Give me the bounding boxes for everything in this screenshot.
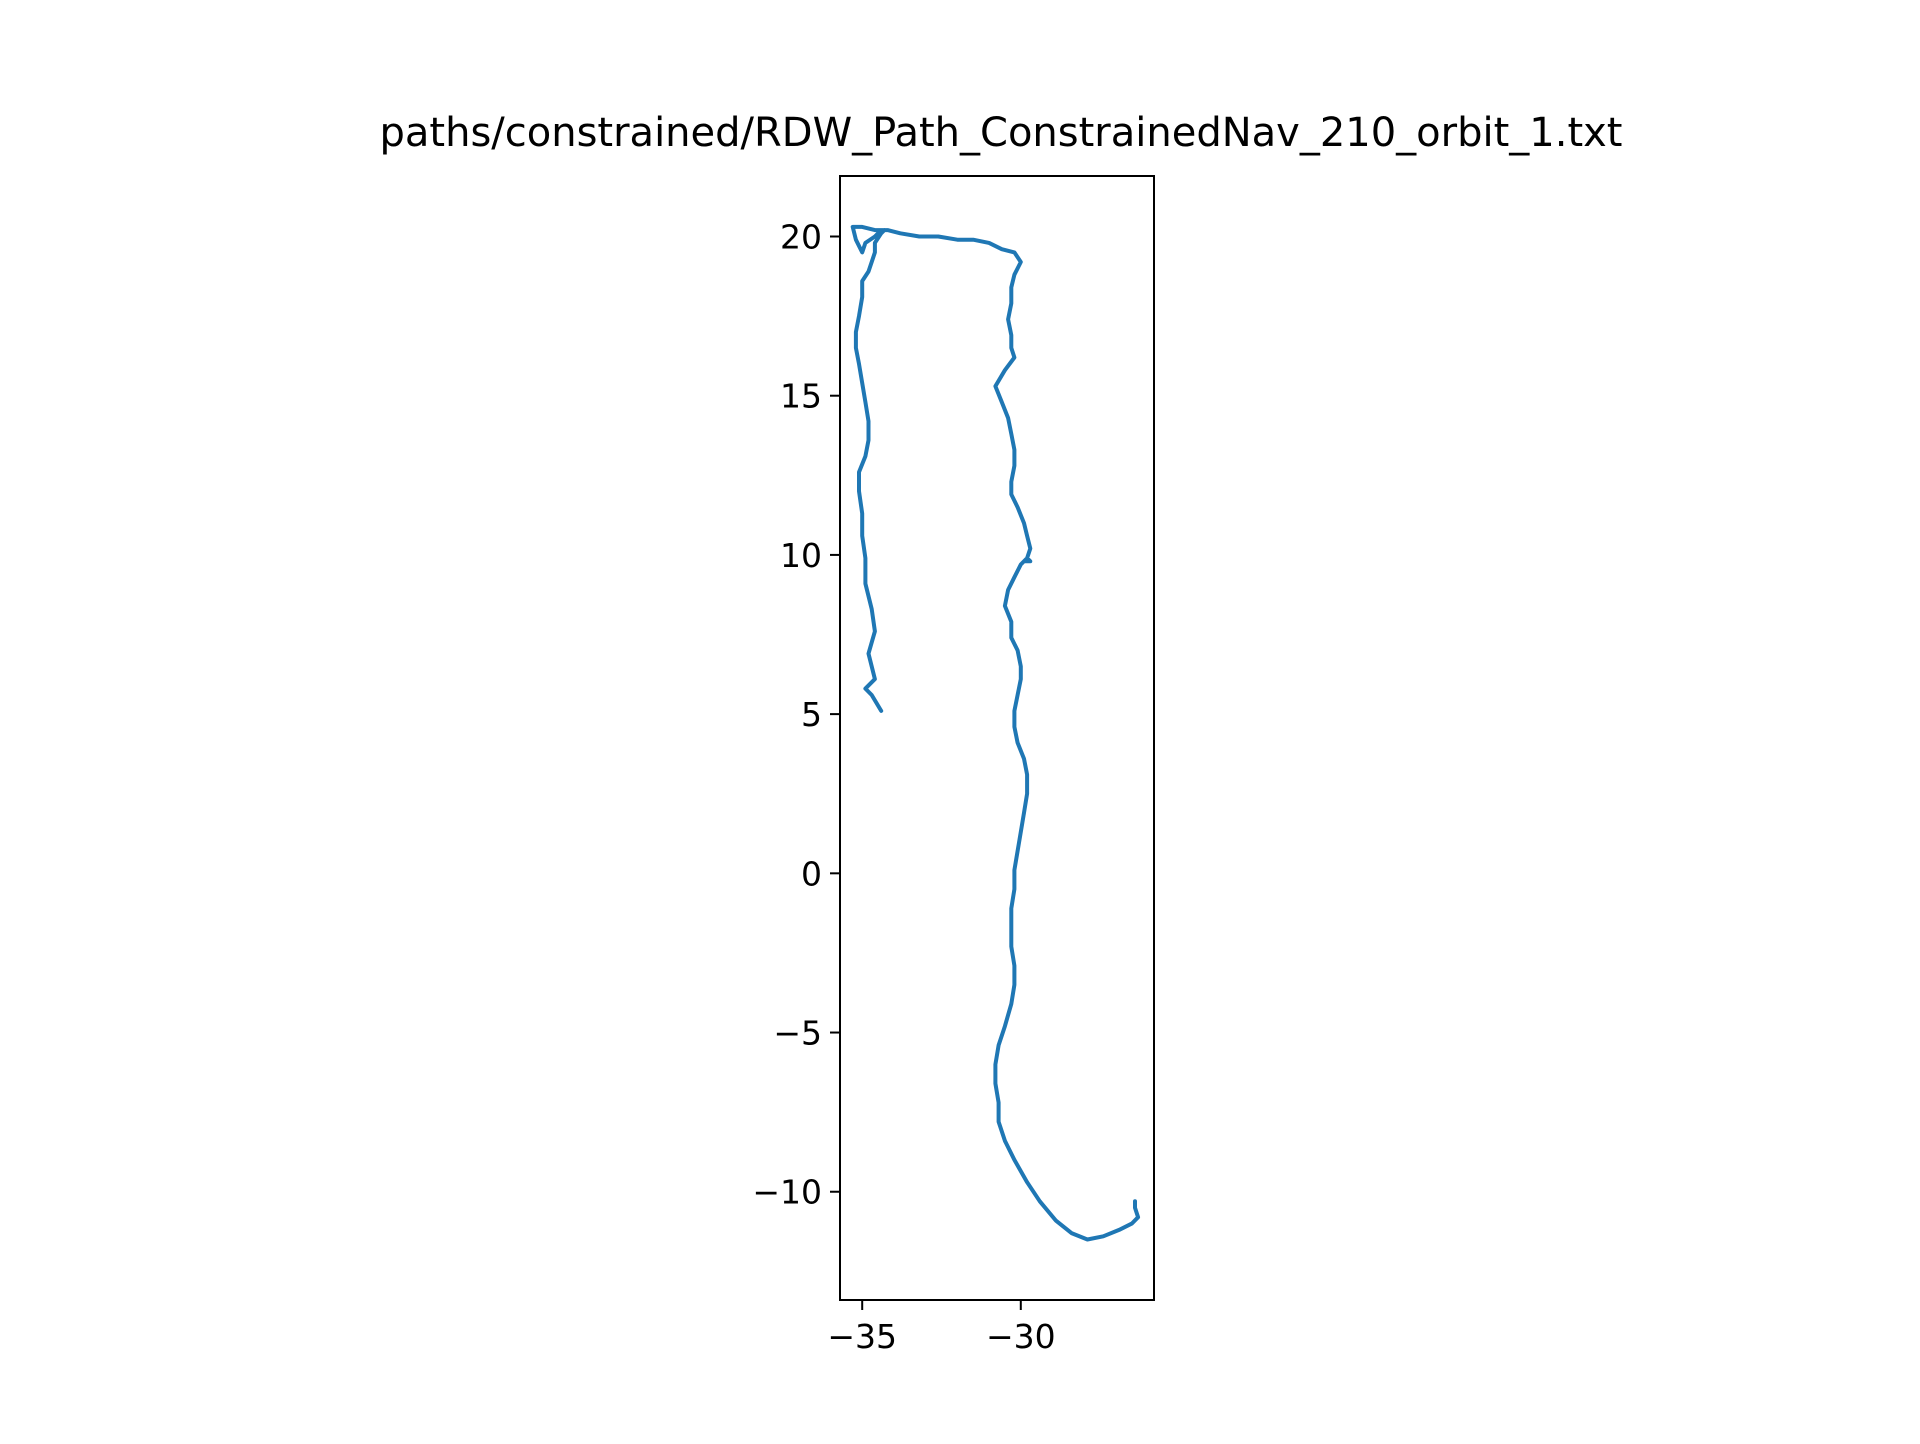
y-axis: −10 −5 0 5 10 15 20 [752,217,840,1212]
plot-frame [839,175,1155,1301]
chart-title: paths/constrained/RDW_Path_ConstrainedNa… [380,110,1623,156]
y-tick-label: 5 [801,695,822,734]
y-tick-label: 15 [780,377,822,416]
y-tick-label: 10 [780,536,822,575]
y-tick-label: −10 [752,1173,822,1212]
y-tick-label: 20 [780,217,822,256]
series-layer [850,224,1141,1242]
y-tick-label: −5 [773,1014,822,1053]
x-axis: −35 −30 [827,1300,1056,1356]
y-tick-label: 0 [801,854,822,893]
series-line-0 [850,224,1141,1242]
x-tick-label: −35 [827,1317,897,1356]
x-tick-label: −30 [986,1317,1056,1356]
